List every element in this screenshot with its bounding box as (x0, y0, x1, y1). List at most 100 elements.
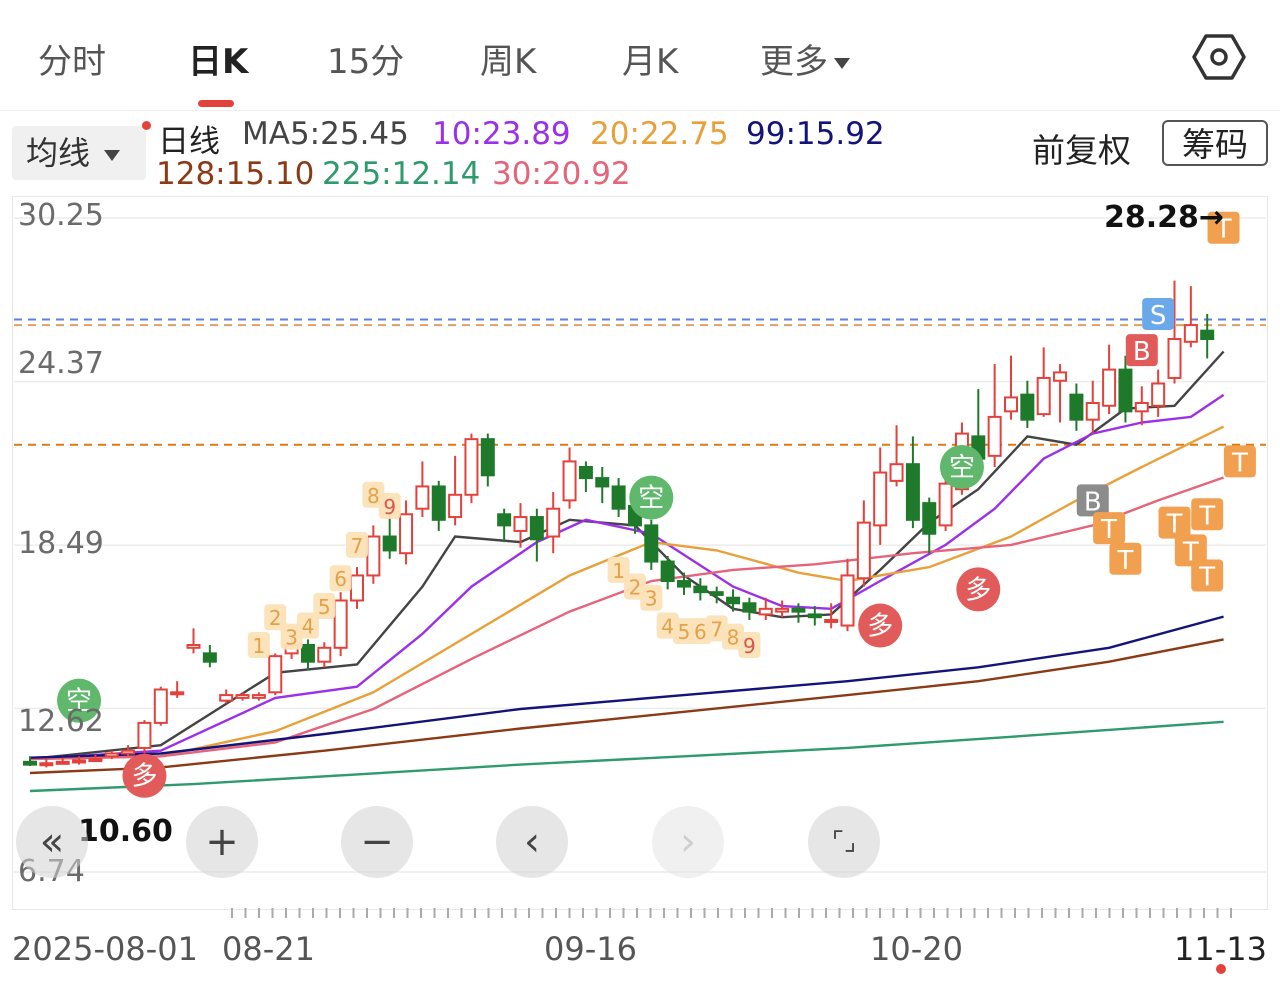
fullscreen-button[interactable]: ⌜⌟ (808, 806, 880, 878)
candle-up (1167, 338, 1182, 379)
tab-intraday[interactable]: 分时 (38, 42, 106, 82)
kline-chart-frame[interactable] (12, 196, 1268, 910)
signal-badge (629, 475, 674, 520)
sequence-counter: 5 (678, 620, 691, 644)
trade-marker-label: B (1084, 487, 1102, 517)
signal-badge (122, 753, 167, 798)
sequence-counter: 1 (612, 559, 625, 583)
candle-down (1020, 393, 1035, 421)
candle-down (202, 652, 217, 663)
chips-button[interactable]: 筹码 (1162, 120, 1268, 166)
forward-adjust-button[interactable]: 前复权 (1032, 131, 1131, 170)
candle-up (350, 574, 364, 602)
fast-back-button[interactable]: « (16, 806, 88, 878)
trade-marker-box (1142, 297, 1175, 330)
candle-up (399, 513, 414, 555)
hexagon-settings-icon[interactable] (1192, 30, 1246, 84)
candle-up (1085, 401, 1100, 421)
candle-up (72, 759, 87, 764)
trade-marker-label: T (1100, 515, 1117, 545)
candle-down (611, 485, 626, 510)
trade-marker-label: T (1215, 215, 1232, 245)
ma-selector[interactable]: 均线 (12, 126, 146, 180)
sequence-counter: 2 (269, 606, 282, 630)
candle-down (431, 485, 446, 521)
candle-up (186, 644, 201, 649)
candle-up (840, 574, 855, 627)
sequence-counter: 6 (334, 567, 347, 591)
candle-down (807, 613, 822, 619)
scroll-right-button[interactable]: › (652, 806, 724, 878)
trade-marker-label: T (1198, 562, 1215, 592)
sequence-counter: 4 (661, 615, 674, 639)
sequence-counter: 3 (645, 587, 658, 611)
candle-up (153, 688, 168, 724)
legend-marker-dot (142, 121, 151, 130)
sequence-counter: 7 (710, 617, 723, 641)
candle-down (660, 560, 675, 583)
legend-ma128: 128:15.10 (156, 156, 315, 192)
trade-marker-box (1207, 211, 1240, 244)
sequence-counter: 2 (629, 576, 642, 600)
tab-monthly-k[interactable]: 月K (622, 42, 679, 82)
candle-up (856, 521, 871, 580)
sequence-counter: 3 (285, 626, 298, 650)
candle-up (219, 694, 234, 702)
sequence-counter: 9 (383, 495, 396, 519)
trade-marker-label: T (1117, 546, 1134, 576)
candle-down (300, 644, 315, 663)
ma-line-ma128 (29, 638, 1224, 775)
legend-ma20: 20:22.75 (590, 116, 729, 152)
tab-daily-k[interactable]: 日K (188, 42, 249, 82)
trade-marker-label: B (1133, 337, 1151, 367)
trade-marker-label: T (1198, 501, 1215, 531)
tab-weekly-k[interactable]: 周K (480, 42, 537, 82)
candle-up (39, 762, 54, 767)
candle-up (873, 471, 888, 527)
trade-marker-box (1125, 334, 1158, 367)
signal-badge (57, 678, 102, 723)
sequence-counter: 6 (694, 620, 707, 644)
sequence-counter: 4 (302, 615, 315, 639)
sequence-counter: 1 (253, 634, 266, 658)
trade-marker-label: T (1166, 510, 1183, 540)
candle-down (693, 585, 708, 594)
candle-down (1200, 329, 1215, 341)
tab-more[interactable]: 更多 (760, 34, 850, 83)
legend-ma99: 99:15.92 (746, 116, 885, 152)
period-tabs: 分时 日K 15分 周K 月K 更多 (0, 0, 1280, 111)
sequence-counter: 5 (318, 595, 331, 619)
candle-up (366, 535, 381, 577)
candle-up (415, 485, 430, 510)
candle-up (268, 655, 283, 694)
legend-ma5: MA5:25.45 (242, 116, 409, 152)
zoom-out-button[interactable]: − (341, 806, 413, 878)
signal-badge (956, 567, 1001, 612)
y-tick-label: 12.62 (18, 704, 104, 739)
signal-badge (939, 444, 984, 489)
tab-15min[interactable]: 15分 (327, 42, 405, 82)
zoom-in-button[interactable]: + (186, 806, 258, 878)
tab-more-label: 更多 (760, 42, 828, 82)
candle-up (938, 482, 953, 527)
sequence-counter-box (329, 565, 352, 592)
candle-up (88, 758, 103, 763)
candle-up (235, 694, 250, 699)
y-tick-label: 18.49 (18, 526, 104, 561)
trade-marker-box (1223, 445, 1256, 478)
signal-badge (858, 603, 903, 648)
scroll-left-button[interactable]: ‹ (496, 806, 568, 878)
trade-marker-label: S (1150, 301, 1167, 331)
candle-down (726, 596, 741, 605)
x-tick-label: 2025-08-01 (12, 930, 198, 968)
sequence-counter-box (247, 632, 270, 659)
candle-up (448, 493, 463, 519)
ma-line-ma225 (29, 720, 1224, 793)
high-price-label: 28.28→ (1104, 200, 1225, 235)
signal-label: 多 (965, 575, 991, 605)
sequence-counter-box (346, 531, 368, 558)
candle-up (1102, 368, 1117, 407)
candle-down (480, 438, 495, 477)
candle-down (709, 591, 724, 596)
signal-label: 多 (131, 762, 157, 792)
